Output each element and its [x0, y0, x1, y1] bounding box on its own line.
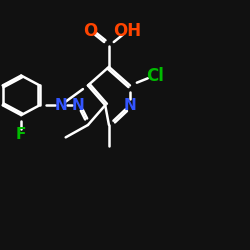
Text: N: N [124, 98, 136, 113]
Text: N: N [72, 98, 85, 113]
Text: Cl: Cl [146, 66, 164, 84]
Text: N: N [54, 98, 67, 113]
Text: OH: OH [114, 22, 141, 40]
Text: F: F [16, 128, 26, 142]
Text: O: O [83, 22, 98, 40]
